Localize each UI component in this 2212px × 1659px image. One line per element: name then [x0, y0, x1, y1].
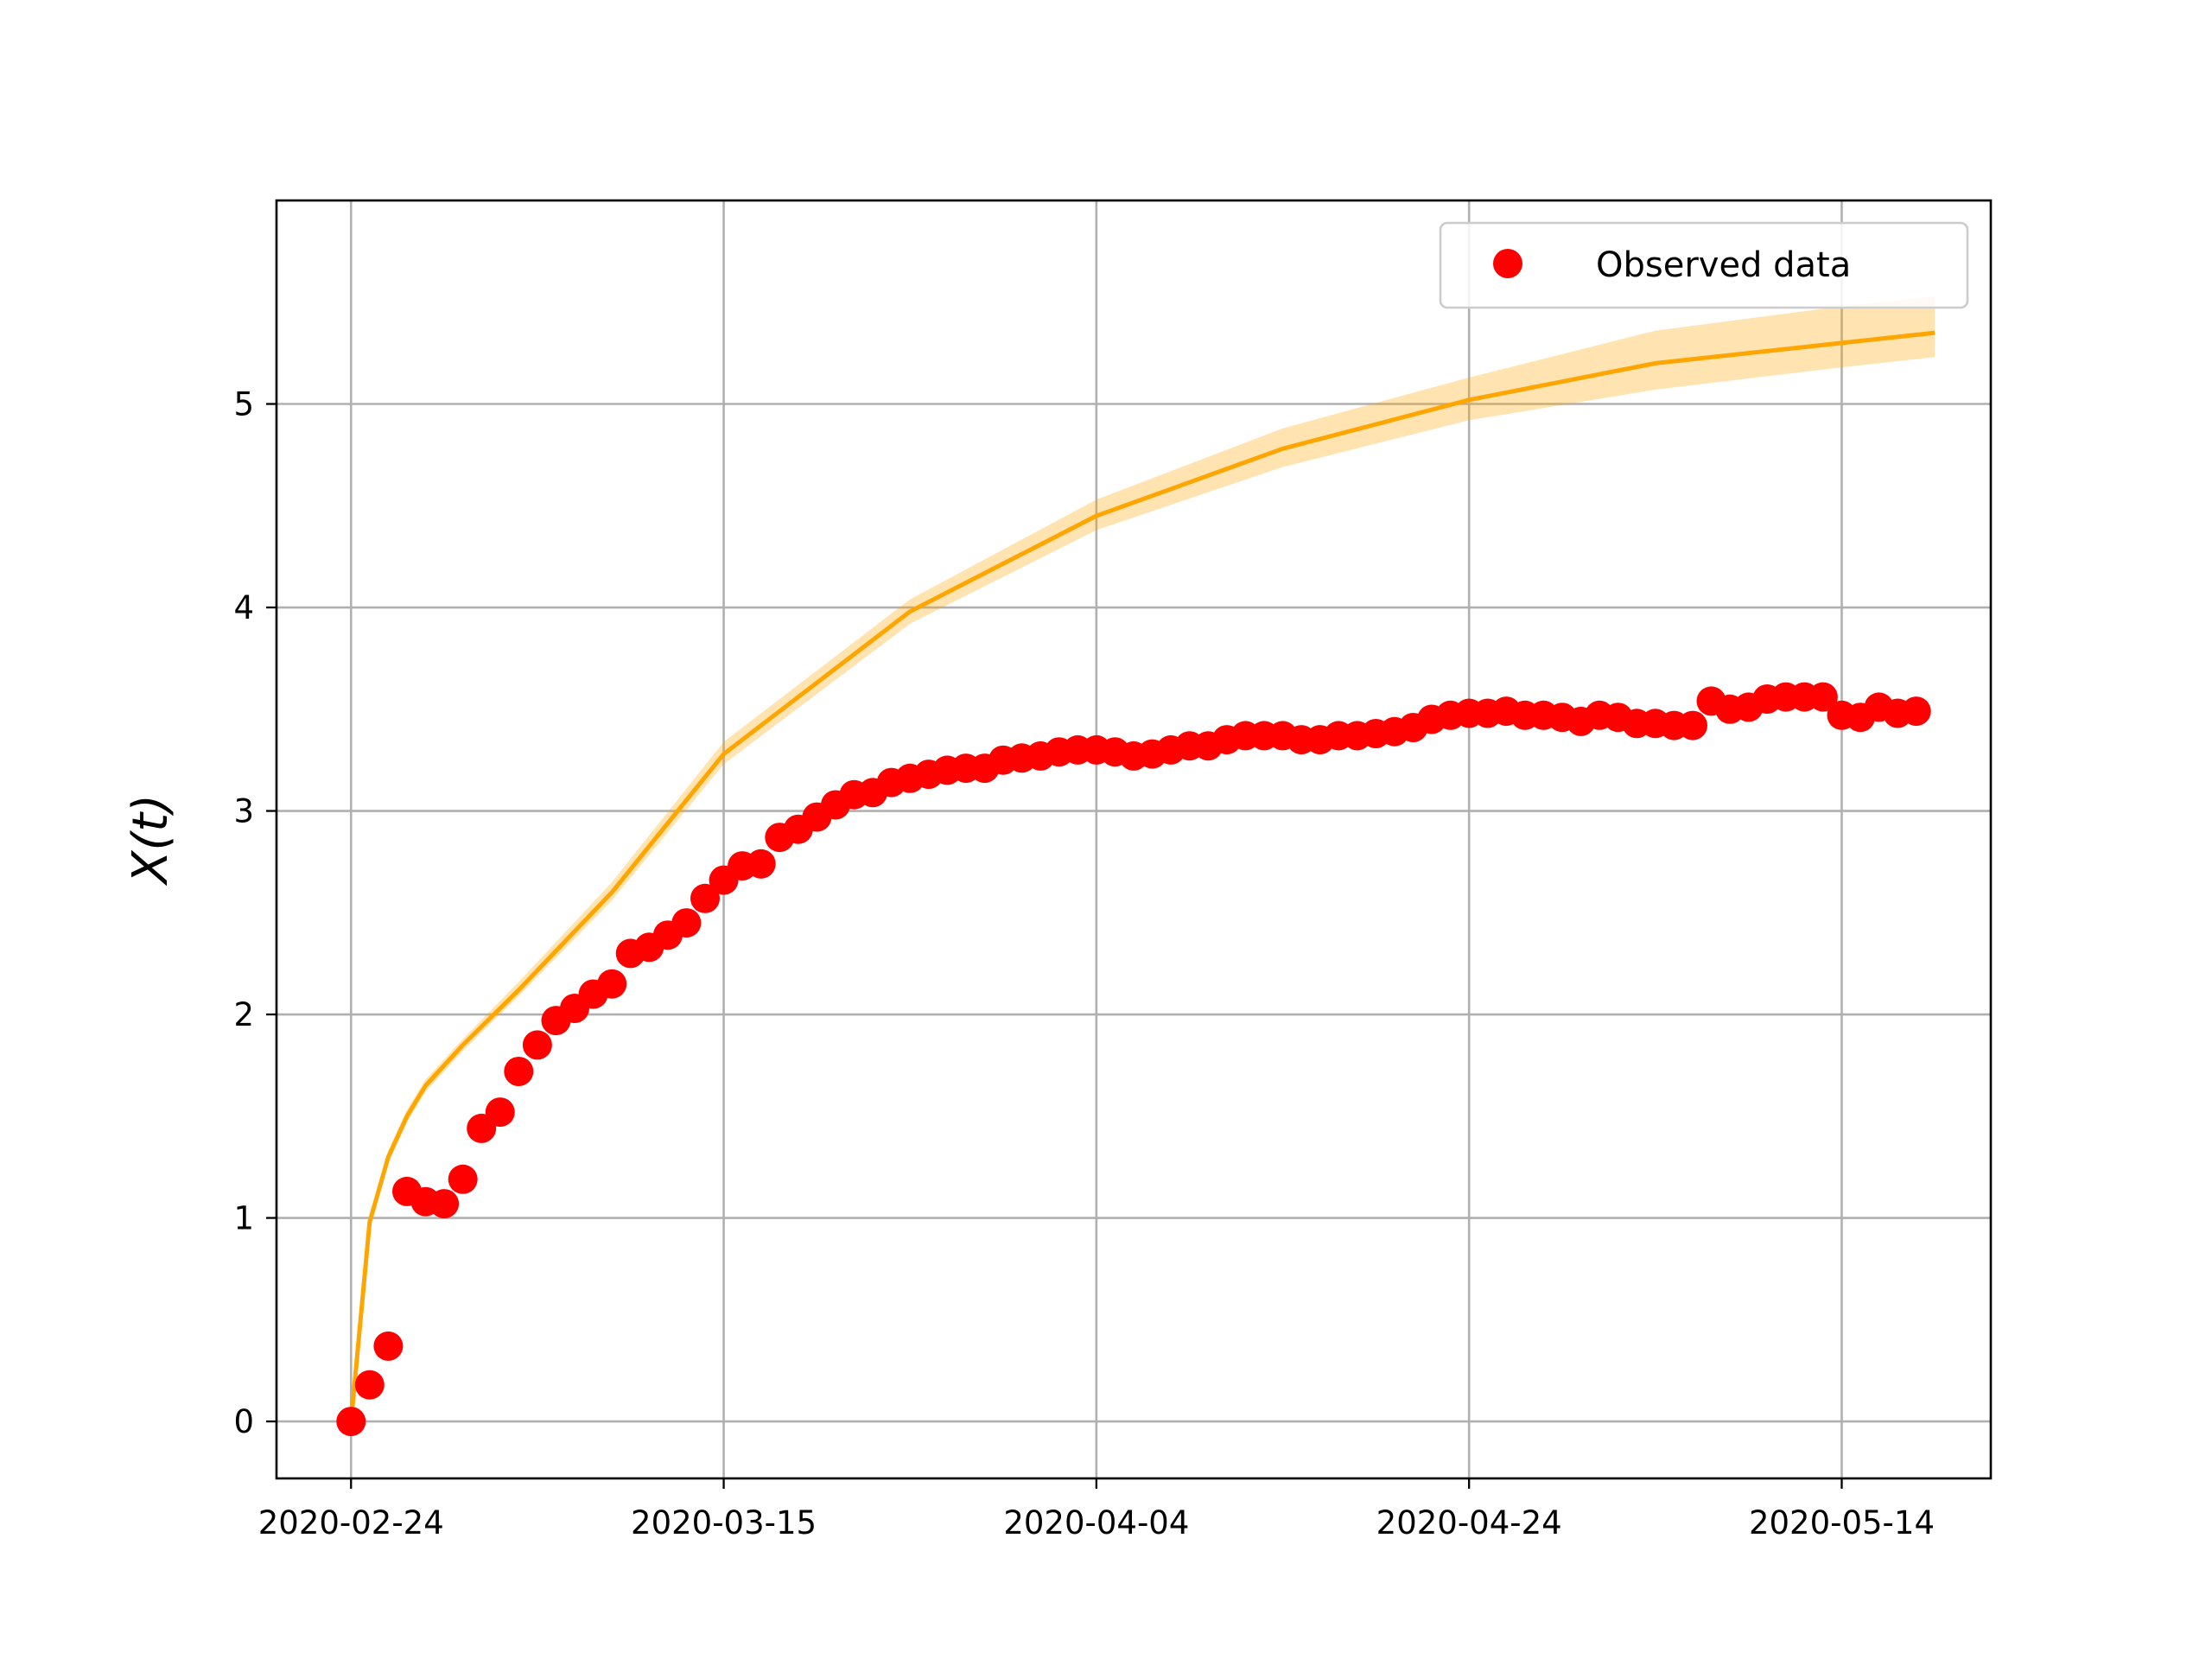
model-line-layer	[348, 330, 1936, 1422]
observed-point	[504, 1057, 534, 1086]
legend-box	[1439, 221, 1969, 309]
observed-point	[373, 1331, 404, 1361]
legend: Observed data	[1439, 221, 1969, 309]
observed-point	[429, 1189, 460, 1219]
y-tick-label: 4	[233, 589, 254, 626]
model-line	[348, 330, 1936, 1422]
legend-marker-observed	[1493, 249, 1522, 278]
axes-frame	[275, 199, 1993, 1480]
y-tick-label: 0	[233, 1403, 254, 1440]
observed-point	[1808, 682, 1838, 712]
x-tick-label: 2020-03-15	[631, 1504, 817, 1541]
y-tick-label: 3	[233, 793, 254, 830]
y-axis-label: X(t)	[123, 794, 179, 887]
axes-background	[276, 200, 1991, 1478]
observed-point	[1901, 696, 1931, 727]
observed-point	[448, 1164, 478, 1194]
observed-point	[690, 883, 720, 913]
observed-point	[746, 849, 776, 879]
observed-point	[336, 1407, 366, 1437]
legend-label-observed: Observed data	[1596, 245, 1851, 285]
observed-point	[354, 1370, 385, 1400]
x-tick-label: 2020-05-14	[1749, 1504, 1935, 1541]
y-tick-label: 1	[233, 1200, 254, 1237]
observed-point	[485, 1097, 515, 1128]
observed-point	[671, 908, 702, 938]
observed-point	[522, 1030, 552, 1060]
x-tick-label: 2020-04-24	[1376, 1504, 1562, 1541]
x-tick-label: 2020-02-24	[258, 1504, 444, 1541]
plot-area	[275, 199, 1993, 1480]
x-axis-ticks: 2020-02-24 2020-03-15 2020-04-04 2020-04-24…	[258, 1478, 1935, 1541]
x-tick-label: 2020-04-04	[1003, 1504, 1189, 1541]
y-axis-ticks: 0 1 2 3 4 5	[233, 386, 276, 1440]
y-tick-label: 5	[233, 386, 254, 423]
y-tick-label: 2	[233, 996, 254, 1033]
observed-point	[597, 969, 627, 999]
observed-points-layer	[336, 682, 1931, 1437]
observed-point	[1678, 710, 1707, 741]
